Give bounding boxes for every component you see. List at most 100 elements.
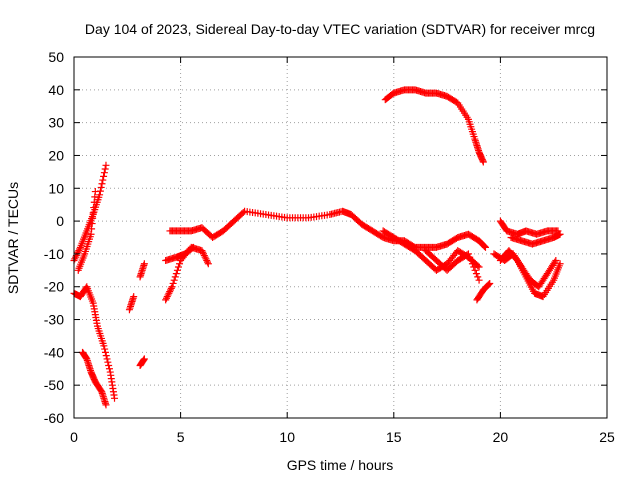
data-point-marker	[204, 258, 212, 266]
data-point-marker	[556, 230, 564, 238]
y-axis-label: SDTVAR / TECUs	[5, 182, 21, 294]
data-point-marker	[171, 273, 179, 281]
data-point-marker	[75, 247, 83, 255]
data-point-marker	[475, 276, 483, 284]
data-point-marker	[200, 250, 208, 258]
data-point-marker	[174, 263, 182, 271]
x-tick-label: 0	[70, 429, 78, 445]
series-arc-end-1	[496, 217, 562, 238]
data-point-marker	[104, 358, 112, 366]
data-point-marker	[166, 286, 174, 294]
y-tick-label: 40	[48, 82, 64, 98]
series-arc-mid-left-b	[136, 260, 148, 281]
data-point-marker	[102, 401, 110, 409]
data-point-marker	[552, 256, 560, 264]
data-point-marker	[140, 355, 148, 363]
data-point-marker	[99, 176, 107, 184]
data-point-marker	[202, 255, 210, 263]
x-tick-label: 20	[493, 429, 509, 445]
y-tick-label: 0	[56, 213, 64, 229]
data-point-marker	[474, 262, 482, 270]
data-point-marker	[188, 244, 196, 252]
data-point-marker	[98, 180, 106, 188]
series-arc-mid-left	[125, 293, 138, 314]
data-point-marker	[130, 293, 138, 301]
y-tick-label: 50	[48, 49, 64, 65]
data-point-marker	[101, 348, 109, 356]
x-tick-label: 15	[386, 429, 402, 445]
series-arc-end-4	[507, 230, 564, 248]
data-point-marker	[72, 253, 80, 261]
data-point-marker	[172, 270, 180, 278]
x-axis-label: GPS time / hours	[287, 457, 394, 473]
data-point-marker	[479, 158, 487, 166]
data-point-marker	[111, 394, 119, 402]
plot-frame	[73, 56, 608, 419]
data-point-marker	[164, 291, 172, 299]
ticks-layer: 0 5 10 15 20 25 -60 -50 -40 -30 -20 -10 0 10 20 30 40 50	[44, 49, 615, 445]
y-tick-label: -50	[44, 377, 64, 393]
data-point-marker	[101, 165, 109, 173]
y-tick-label: 20	[48, 147, 64, 163]
data-point-marker	[169, 279, 177, 287]
y-tick-label: -40	[44, 344, 64, 360]
data-point-marker	[486, 279, 494, 287]
data-point-marker	[166, 288, 174, 296]
series-arc-low-right	[473, 279, 494, 304]
data-point-marker	[481, 243, 489, 251]
data-point-marker	[167, 284, 175, 292]
data-point-marker	[105, 361, 113, 369]
data-point-marker	[199, 248, 207, 256]
data-point-marker	[484, 281, 492, 289]
data-point-marker	[165, 289, 173, 297]
y-tick-label: -20	[44, 279, 64, 295]
data-point-marker	[162, 294, 170, 302]
data-point-marker	[173, 266, 181, 274]
data-point-marker	[101, 345, 109, 353]
series-arc-end-2	[496, 247, 564, 301]
series-arc-main-lower-b	[162, 243, 197, 264]
y-tick-label: 10	[48, 180, 64, 196]
series-arc-left-low	[79, 348, 110, 409]
series-arc-right-lower-b	[422, 247, 483, 284]
data-point-marker	[468, 260, 476, 268]
series-arc-high	[381, 86, 487, 166]
data-point-marker	[102, 161, 110, 169]
y-tick-label: 30	[48, 115, 64, 131]
x-tick-label: 10	[279, 429, 295, 445]
data-point-marker	[74, 248, 82, 256]
x-tick-label: 5	[177, 429, 185, 445]
series-arc-left-falling	[70, 283, 119, 402]
series-arc-end-3	[490, 250, 560, 291]
data-point-marker	[471, 266, 479, 274]
x-tick-label: 25	[599, 429, 615, 445]
data-point-marker	[189, 243, 197, 251]
data-point-marker	[474, 273, 482, 281]
data-point-marker	[203, 256, 211, 264]
data-point-marker	[472, 270, 480, 278]
series-arc-main	[166, 207, 489, 251]
data-point-marker	[100, 342, 108, 350]
data-point-marker	[71, 255, 79, 263]
data-point-marker	[198, 247, 206, 255]
data-point-marker	[466, 253, 474, 261]
data-point-marker	[470, 263, 478, 271]
series-arc-mid-left-c	[136, 355, 148, 369]
data-point-marker	[105, 365, 113, 373]
data-point-marker	[140, 260, 148, 268]
data-point-marker	[96, 191, 104, 199]
series-layer	[70, 86, 564, 409]
data-point-marker	[100, 172, 108, 180]
data-point-marker	[481, 243, 489, 251]
data-point-marker	[467, 256, 475, 264]
data-point-marker	[103, 355, 111, 363]
data-point-marker	[204, 260, 212, 268]
data-point-marker	[201, 253, 209, 261]
data-point-marker	[162, 296, 170, 304]
data-point-marker	[76, 245, 84, 253]
data-point-marker	[176, 260, 184, 268]
data-point-marker	[239, 208, 247, 216]
data-point-marker	[551, 258, 559, 266]
data-point-marker	[200, 252, 208, 260]
